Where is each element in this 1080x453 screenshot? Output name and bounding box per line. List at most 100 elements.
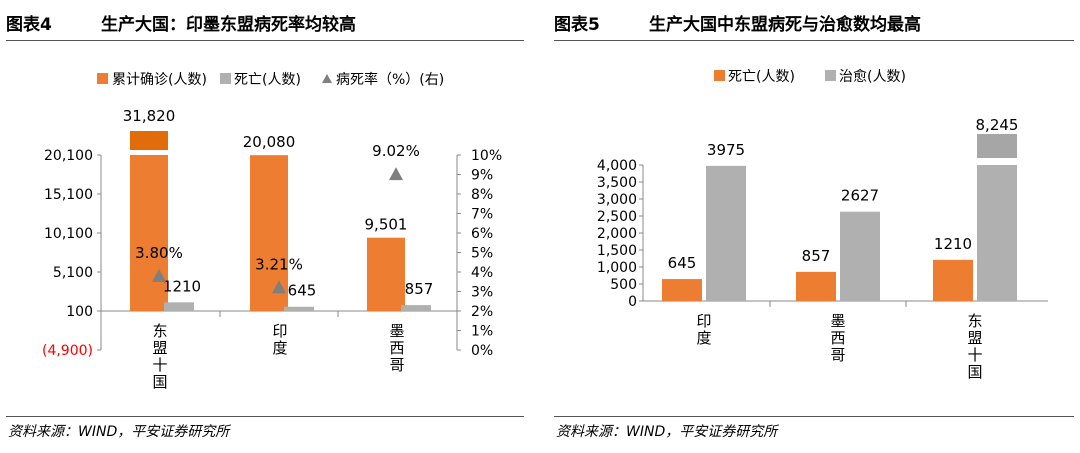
figure5-title: 生产大国中东盟病死与治愈数均最高 xyxy=(649,15,921,35)
legend-label-deaths: 死亡(人数) xyxy=(728,69,795,85)
svg-text:西: 西 xyxy=(830,329,845,347)
svg-text:盟: 盟 xyxy=(967,329,982,347)
y-tick-label: 2,000 xyxy=(597,226,637,242)
svg-text:墨: 墨 xyxy=(830,312,845,330)
figure4-bottom-rule xyxy=(6,416,524,417)
figure5-title-row: 图表5 生产大国中东盟病死与治愈数均最高 xyxy=(554,10,1074,36)
right-tick-label: 4% xyxy=(471,265,493,281)
right-tick-label: 3% xyxy=(471,285,493,301)
figure4-source: 资料来源：WIND，平安证券研究所 xyxy=(8,424,230,440)
figure5-source: 资料来源：WIND，平安证券研究所 xyxy=(556,424,778,440)
left-tick-label: 100 xyxy=(66,304,93,320)
right-tick-label: 5% xyxy=(471,246,493,262)
bar-confirmed xyxy=(250,155,288,311)
svg-text:印: 印 xyxy=(272,322,287,340)
data-label-confirmed: 31,820 xyxy=(123,107,176,125)
svg-text:十: 十 xyxy=(967,346,982,364)
svg-text:哥: 哥 xyxy=(830,346,845,364)
legend-label-confirmed: 累计确诊(人数) xyxy=(112,72,207,88)
legend-swatch-deaths xyxy=(220,73,231,84)
bar-deaths xyxy=(662,279,702,301)
svg-text:十: 十 xyxy=(152,356,167,374)
right-tick-label: 2% xyxy=(471,304,493,320)
y-tick-label: 4,000 xyxy=(597,158,637,174)
bar-deaths xyxy=(796,271,836,301)
y-tick-label: 2,500 xyxy=(597,209,637,225)
right-tick-label: 8% xyxy=(471,187,493,203)
right-tick-label: 9% xyxy=(471,168,493,184)
svg-text:国: 国 xyxy=(967,363,982,381)
svg-text:哥: 哥 xyxy=(389,356,404,374)
figure5-label: 图表5 xyxy=(554,15,600,35)
figure5-panel: 图表5 生产大国中东盟病死与治愈数均最高 死亡(人数) 治愈(人数) 4,000 3,… xyxy=(548,0,1080,453)
legend-marker-fatality xyxy=(322,74,332,83)
bar-confirmed-break xyxy=(130,131,168,150)
legend-swatch-deaths xyxy=(714,70,725,81)
data-label-deaths: 1210 xyxy=(163,277,201,295)
data-label-deaths: 645 xyxy=(288,282,317,300)
svg-text:东: 东 xyxy=(152,322,167,340)
figure5-chart: 死亡(人数) 治愈(人数) 4,0003,5003,0002,5002,0001,5… xyxy=(597,69,1048,381)
data-label-confirmed: 9,501 xyxy=(365,216,408,234)
data-label-fatality: 9.02% xyxy=(372,142,420,160)
right-tick-label: 0% xyxy=(471,343,493,359)
data-label-deaths: 857 xyxy=(405,280,434,298)
data-label-confirmed: 20,080 xyxy=(243,133,296,151)
marker-fatality xyxy=(272,280,286,294)
data-label-recovered: 8,245 xyxy=(976,116,1019,134)
left-tick-label: (4,900) xyxy=(42,343,93,359)
right-tick-label: 6% xyxy=(471,226,493,242)
right-tick-label: 10% xyxy=(471,148,502,164)
bar-deaths xyxy=(933,259,973,301)
y-tick-label: 3,000 xyxy=(597,192,637,208)
bar-deaths xyxy=(284,306,314,311)
data-label-deaths: 645 xyxy=(668,254,697,272)
bar-recovered-break xyxy=(977,134,1017,158)
svg-text:东: 东 xyxy=(967,312,982,330)
left-tick-label: 5,100 xyxy=(53,265,93,281)
bar-deaths xyxy=(401,305,431,311)
left-tick-label: 15,100 xyxy=(44,187,93,203)
svg-text:度: 度 xyxy=(696,329,711,347)
right-tick-label: 1% xyxy=(471,324,493,340)
bar-recovered xyxy=(840,211,880,301)
y-tick-label: 0 xyxy=(628,294,637,310)
figure4-panel: 图表4 生产大国：印墨东盟病死率均较高 累计确诊(人数) 死亡(人数) 病死率（%）… xyxy=(0,0,530,453)
right-tick-label: 7% xyxy=(471,207,493,223)
svg-text:国: 国 xyxy=(152,373,167,391)
category-label: 印度 xyxy=(272,322,287,357)
bar-deaths xyxy=(164,302,194,311)
left-tick-label: 20,100 xyxy=(44,148,93,164)
bar-recovered xyxy=(706,165,746,301)
data-label-recovered: 3975 xyxy=(707,141,745,159)
data-label-deaths: 1210 xyxy=(934,235,972,253)
svg-text:盟: 盟 xyxy=(152,339,167,357)
svg-text:墨: 墨 xyxy=(389,322,404,340)
y-tick-label: 3,500 xyxy=(597,175,637,191)
figure5-top-rule xyxy=(554,40,1074,41)
data-label-fatality: 3.21% xyxy=(255,255,303,273)
data-label-fatality: 3.80% xyxy=(135,244,183,262)
y-tick-label: 1,500 xyxy=(597,243,637,259)
figure4-label: 图表4 xyxy=(6,15,52,35)
category-label: 印度 xyxy=(696,312,711,347)
legend-label-deaths: 死亡(人数) xyxy=(234,72,301,88)
marker-fatality xyxy=(152,268,166,282)
svg-text:西: 西 xyxy=(389,339,404,357)
left-tick-label: 10,100 xyxy=(44,226,93,242)
category-label: 墨西哥 xyxy=(389,322,404,374)
marker-fatality xyxy=(389,167,403,181)
data-label-recovered: 2627 xyxy=(841,187,879,205)
legend-label-recovered: 治愈(人数) xyxy=(839,69,906,85)
legend-swatch-recovered xyxy=(825,70,836,81)
y-tick-label: 500 xyxy=(610,277,637,293)
legend-swatch-confirmed xyxy=(97,73,108,84)
figure4-chart: 累计确诊(人数) 死亡(人数) 病死率（%）(右) 20,100 15,100 10,10… xyxy=(42,71,502,391)
figure4-title-row: 图表4 生产大国：印墨东盟病死率均较高 xyxy=(6,10,524,36)
svg-text:印: 印 xyxy=(696,312,711,330)
category-label: 墨西哥 xyxy=(830,312,845,364)
data-label-deaths: 857 xyxy=(802,247,831,265)
bar-confirmed xyxy=(367,237,405,311)
